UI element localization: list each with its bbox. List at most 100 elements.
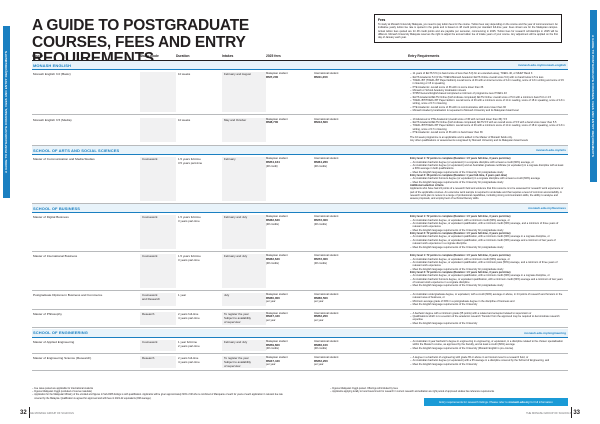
fee-local-value: RM47,440 <box>266 314 280 319</box>
cell-course: Master of Digital Business <box>33 215 69 220</box>
fee-intl-sub: per year <box>314 319 324 323</box>
entry-paragraph: Any other qualifications or assessments … <box>410 139 528 143</box>
cell-entry-requirements: Entry level 1: 72 points to complete (Du… <box>408 254 568 288</box>
entry-subheading: Entry level 1: 72 points to complete (Du… <box>410 254 511 258</box>
table-row: Master of Digital Business Coursework 1.5 … <box>32 213 568 253</box>
entry-requirements-cta[interactable]: Entry requirements for research listings… <box>424 398 568 406</box>
cell-fee-local: Malaysian student RM59,600 (48 credits) <box>266 340 314 351</box>
page-caption-right: THE MONASH GROUP OF SCHOOLS <box>526 411 572 415</box>
fee-local-label: Malaysian student <box>266 215 288 219</box>
cell-duration: 10 weeks <box>178 72 191 77</box>
cell-fee-international: International student RM52,200 per year <box>314 356 362 368</box>
cta-text-before: Entry requirements for research listings… <box>439 400 508 404</box>
fees-note-body: To study at Monash University Malaysia, … <box>378 22 558 40</box>
section-url[interactable]: monash.edu.my/arts <box>535 148 566 153</box>
cell-intakes: May and October <box>222 117 266 143</box>
cell-fee-international: International student RM52,200 per year <box>314 312 362 325</box>
cell-study-mode <box>140 72 176 113</box>
cell-intakes: February <box>222 157 266 201</box>
column-header-study-mode: Study mode <box>140 54 159 58</box>
fee-local-label: Malaysian student <box>266 339 288 343</box>
cell-gap <box>362 340 408 351</box>
fee-intl-label: International student <box>314 311 339 315</box>
fee-local-sub: (48 credit) <box>266 164 278 168</box>
column-header-intakes: Intakes <box>222 54 234 58</box>
section-header: SCHOOL OF ARTS AND SOCIAL SCIENCES monash… <box>32 146 568 156</box>
fee-local-label: Malaysian student <box>266 157 288 161</box>
fee-local-sub: per year <box>266 319 276 323</box>
entry-bullet: TOEFL iBT/TOEFL iBT Paper Edition: overa… <box>410 99 565 106</box>
fee-intl-sub: (48 credits) <box>314 261 327 265</box>
fee-local-value: RM8,700 <box>266 120 279 125</box>
fee-intl-value: RM72,300 <box>314 256 328 261</box>
side-tab-right: A GUIDE TO POSTGRADUATE COURSES, FEES AN… <box>590 10 597 182</box>
section-url[interactable]: monash.edu.my/engineering <box>524 330 566 335</box>
entry-bullet: IELTS Academic/IELTS Online (both indica… <box>410 121 565 125</box>
cell-duration: 1.5 years full-time 3 years part-time <box>178 215 201 224</box>
cell-course: Master of Philosophy <box>33 311 62 316</box>
fee-intl-value: RM72,300 <box>314 218 328 223</box>
cell-fee-international: International student RM11,200 <box>314 72 362 112</box>
page-caption-left: THE MONASH GROUP OF SCHOOLS <box>28 411 74 415</box>
entry-bullet: Monash or School Academy localisation st… <box>410 89 565 93</box>
entry-bullet: An Australian bachelor degree (or equiva… <box>410 359 565 363</box>
entry-bullet: Meet the English language requirements o… <box>410 347 565 351</box>
entry-bullet: An Australian bachelor degree, or equiva… <box>410 235 565 239</box>
entry-subheading: Entry level 2: 48 points to complete (Du… <box>410 173 507 177</box>
entry-bullet: An Australian undergraduate degree, or e… <box>410 293 565 300</box>
footnote-item: Fee rates quoted are applicable for inte… <box>32 388 287 391</box>
fee-local-label: Malaysian student <box>266 293 288 297</box>
section-url[interactable]: monash.edu.my/business <box>528 206 566 211</box>
cell-fee-local: Malaysian student RM60,000 per year <box>266 293 314 306</box>
entry-paragraph: Applicants who have had 24 points of a r… <box>410 187 564 201</box>
table-row: Postgraduate Diploma in Business and Com… <box>32 291 568 310</box>
section-url[interactable]: monash.edu.my/monash-english <box>517 63 566 68</box>
fee-local-value: RM62,640 <box>266 256 280 261</box>
cell-fee-local: Malaysian student RM62,640 (48 credits) <box>266 215 314 248</box>
cell-fee-international: International student RM13,600 <box>314 118 362 143</box>
fee-local-sub: (48 credits) <box>266 261 279 265</box>
entry-bullet: 13 Advanced or PTE Academic (overall sco… <box>410 118 565 122</box>
cell-fee-local: Malaysian student RM62,640 (48 credits) <box>266 254 314 287</box>
entry-bullet: STPM General English-based completed a m… <box>410 92 565 96</box>
footnote-item: Figures Malaysian ringgit (excluded of c… <box>32 391 287 394</box>
page-number-right: 33 THE MONASH GROUP OF SCHOOLS <box>526 410 580 416</box>
fee-intl-label: International student <box>314 356 339 360</box>
fee-intl-value: RM52,200 <box>314 358 328 363</box>
cell-course: Master of Engineering Science (Research) <box>33 356 92 361</box>
fees-note-heading: Fees <box>378 17 386 22</box>
fee-intl-label: International student <box>314 293 339 297</box>
fee-local-sub: per year <box>266 300 276 304</box>
cell-fee-international: International student RM72,300 (48 credits… <box>314 215 362 248</box>
entry-bullet: An Australian bachelor degree, or equiva… <box>410 239 565 246</box>
cell-course: Monash English 3.5 (Media) <box>33 117 72 122</box>
entry-bullet: Monash Academy localisation is requested… <box>410 109 565 113</box>
entry-bullet: An Australian bachelor honours degree (o… <box>410 177 565 181</box>
cell-study-mode: Coursework <box>140 157 176 201</box>
cell-fee-local: Malaysian student RM47,440 per year <box>266 356 314 368</box>
table-row: Monash English 3.0 (Basic) 10 weeks Februa… <box>32 70 568 116</box>
cell-intakes: To register the year Subject to availabil… <box>222 356 266 369</box>
section-name: SCHOOL OF ENGINEERING <box>33 330 88 336</box>
section-name: SCHOOL OF ARTS AND SOCIAL SCIENCES <box>33 147 120 153</box>
entry-paragraph: The 10-week programme is an applicable a… <box>410 135 513 139</box>
entry-bullet: An Australian bachelor degree, or equiva… <box>410 261 565 268</box>
cell-intakes: February and July <box>222 254 266 288</box>
cell-course: Monash English 3.0 (Basic) <box>33 72 71 77</box>
page-rule-left <box>29 407 30 418</box>
cell-entry-requirements: A bachelor degree with a minimum grade (… <box>408 312 568 326</box>
fee-intl-value: RM66,500 <box>314 295 328 300</box>
cell-entry-requirements: Entry level 1: 72 points to complete (Du… <box>408 157 568 200</box>
fee-intl-sub: (48 credits) <box>314 164 327 168</box>
cta-link[interactable]: monash.edu.my <box>508 400 530 404</box>
cell-intakes: February and July <box>222 215 266 249</box>
fee-intl-value: RM11,200 <box>314 74 328 79</box>
fee-local-label: Malaysian student <box>266 72 288 76</box>
fee-intl-value: RM52,200 <box>314 314 328 319</box>
entry-bullet: An Australian bachelor honours degree, o… <box>410 278 565 285</box>
cell-gap <box>362 72 408 112</box>
entry-bullet: An Australian bachelor degree (or equiva… <box>410 161 565 165</box>
cell-gap <box>362 215 408 248</box>
entry-bullet: Meet the English language requirements o… <box>410 303 565 307</box>
cell-duration: 2 years full-time 4 years part-time <box>178 311 200 320</box>
